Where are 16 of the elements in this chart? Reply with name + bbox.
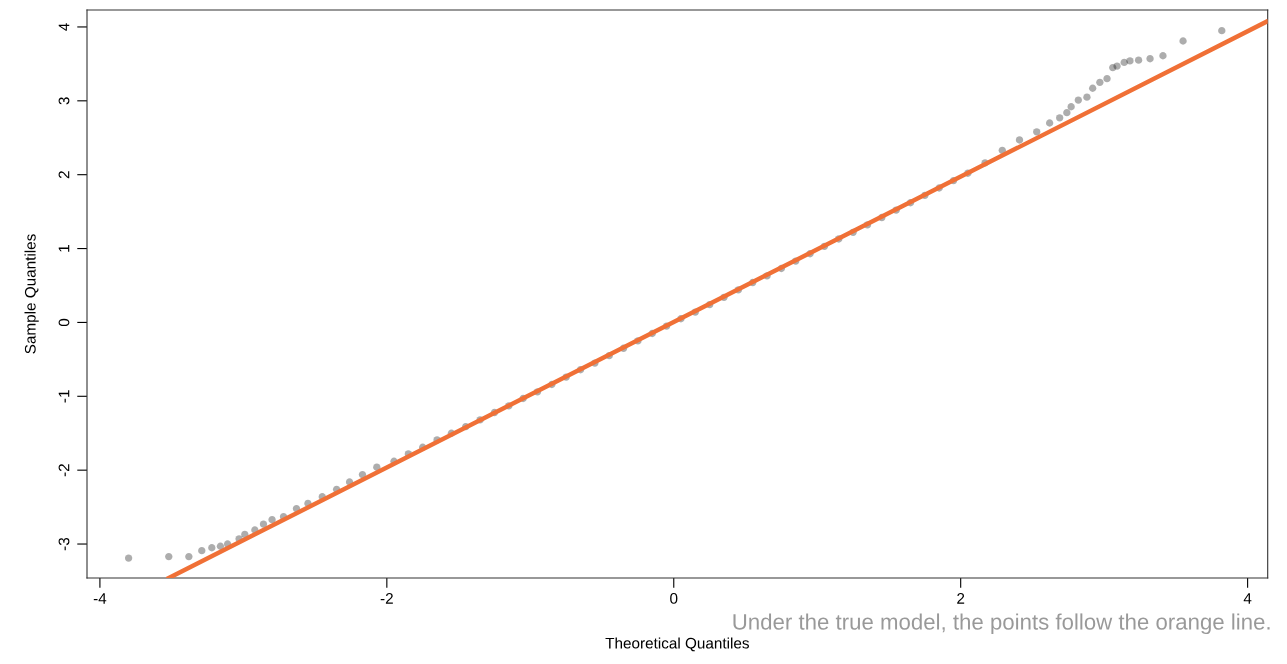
y-tick-label: 3 — [58, 97, 70, 105]
x-tick-label: 2 — [957, 593, 965, 604]
y-tick-label: -2 — [58, 464, 70, 477]
y-tick-label: -3 — [58, 537, 70, 551]
x-tick-label: 0 — [670, 593, 678, 604]
x-tick-label: -4 — [93, 593, 107, 604]
x-tick-label: 4 — [1243, 593, 1252, 604]
y-tick-label: 4 — [58, 23, 70, 31]
y-tick-label: 0 — [58, 318, 70, 327]
x-tick-label: -2 — [380, 593, 393, 604]
y-axis-title: Sample Quantiles — [24, 234, 39, 354]
text: Under the true model, the points follow the orange line. — [733, 613, 1270, 635]
x-axis-title: Theoretical Quantiles — [605, 637, 749, 652]
y-tick-label: 2 — [58, 171, 70, 179]
y-tick-label: 1 — [58, 245, 70, 252]
y-tick-label: -1 — [58, 390, 70, 403]
